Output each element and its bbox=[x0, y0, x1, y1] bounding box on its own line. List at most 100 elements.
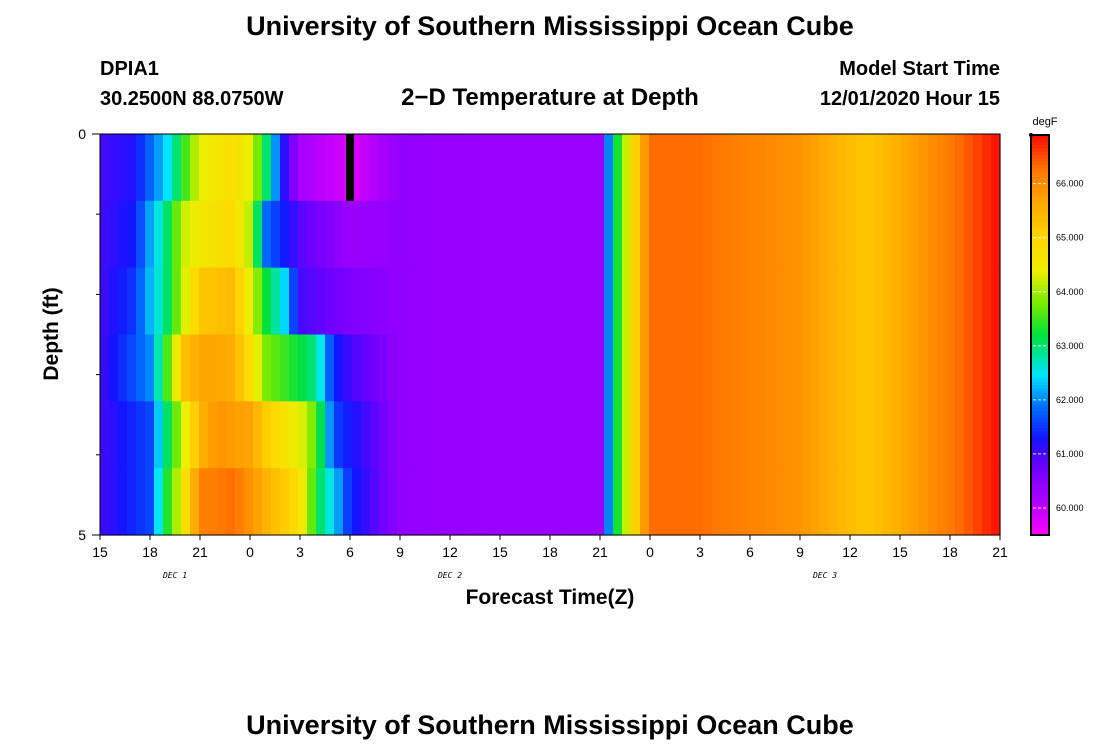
heatmap-cell bbox=[388, 134, 398, 202]
heatmap-cell bbox=[739, 468, 749, 536]
colorbar-swatch bbox=[1031, 151, 1049, 156]
heatmap-cell bbox=[370, 200, 380, 269]
heatmap-cell bbox=[208, 200, 218, 269]
heatmap-cell bbox=[379, 468, 389, 536]
heatmap-cell bbox=[109, 134, 119, 202]
heatmap-cell bbox=[181, 200, 191, 269]
colorbar-swatch bbox=[1031, 141, 1049, 146]
heatmap-cell bbox=[838, 468, 848, 536]
heatmap-cell bbox=[838, 134, 848, 202]
heatmap-cell bbox=[514, 200, 524, 269]
colorbar-swatch bbox=[1031, 531, 1049, 536]
heatmap-cell bbox=[622, 134, 632, 202]
heatmap-cell bbox=[406, 334, 416, 402]
heatmap-cell bbox=[820, 334, 830, 402]
heatmap-cell bbox=[145, 134, 155, 202]
heatmap-cell bbox=[460, 468, 470, 536]
heatmap-cell bbox=[748, 401, 758, 469]
colorbar-swatch bbox=[1031, 521, 1049, 526]
heatmap-cell bbox=[955, 200, 965, 269]
heatmap-cell bbox=[514, 134, 524, 202]
heatmap-cell bbox=[973, 134, 983, 202]
colorbar-swatch bbox=[1031, 358, 1049, 363]
colorbar-swatch bbox=[1031, 378, 1049, 383]
heatmap-cell bbox=[973, 267, 983, 336]
colorbar-swatch bbox=[1031, 328, 1049, 333]
heatmap-cell bbox=[280, 468, 290, 536]
heatmap-cell bbox=[442, 468, 452, 536]
colorbar-swatch bbox=[1031, 455, 1049, 459]
heatmap-cell bbox=[892, 267, 902, 336]
heatmap-cell bbox=[406, 401, 416, 469]
heatmap-cell bbox=[964, 134, 974, 202]
heatmap-cell bbox=[802, 334, 812, 402]
heatmap-cell bbox=[280, 401, 290, 469]
x-tick-label: 9 bbox=[396, 544, 404, 560]
colorbar-swatch bbox=[1031, 288, 1049, 293]
heatmap-cell bbox=[388, 267, 398, 336]
heatmap-cell bbox=[658, 401, 668, 469]
heatmap-cell bbox=[541, 401, 551, 469]
heatmap-cell bbox=[928, 200, 938, 269]
heatmap-cell bbox=[316, 200, 326, 269]
heatmap-cell bbox=[361, 334, 371, 402]
heatmap-cell bbox=[478, 401, 488, 469]
heatmap-cell bbox=[127, 267, 137, 336]
heatmap-cell bbox=[388, 401, 398, 469]
heatmap-cell bbox=[640, 468, 650, 536]
heatmap-cell bbox=[361, 200, 371, 269]
heatmap-cell bbox=[676, 200, 686, 269]
x-tick-label: 9 bbox=[796, 544, 804, 560]
heatmap-cell bbox=[361, 267, 371, 336]
heatmap-cell bbox=[784, 401, 794, 469]
colorbar-swatch bbox=[1031, 175, 1049, 179]
heatmap-cell bbox=[631, 267, 641, 336]
heatmap-cell bbox=[775, 267, 785, 336]
colorbar-swatch bbox=[1031, 255, 1049, 259]
heatmap-cell bbox=[910, 334, 920, 402]
heatmap-cell bbox=[595, 200, 605, 269]
page-title: University of Southern Mississippi Ocean… bbox=[246, 11, 854, 41]
x-axis-label: Forecast Time(Z) bbox=[466, 586, 635, 609]
heatmap-cell bbox=[343, 401, 353, 469]
heatmap-cell bbox=[874, 468, 884, 536]
colorbar-swatch bbox=[1031, 298, 1049, 303]
heatmap-cell bbox=[568, 468, 578, 536]
heatmap-cell bbox=[667, 468, 677, 536]
heatmap-cell bbox=[127, 401, 137, 469]
heatmap-cell bbox=[271, 468, 281, 536]
heatmap-cell bbox=[838, 267, 848, 336]
colorbar-swatch bbox=[1031, 485, 1049, 489]
heatmap-cell bbox=[100, 200, 110, 269]
model-start-marker-group bbox=[346, 134, 354, 201]
heatmap-cell bbox=[469, 334, 479, 402]
heatmap-cell bbox=[748, 468, 758, 536]
heatmap-cell bbox=[352, 401, 362, 469]
heatmap-cell bbox=[487, 200, 497, 269]
heatmap-cell bbox=[352, 334, 362, 402]
heatmap-cell bbox=[775, 334, 785, 402]
footer-title: University of Southern Mississippi Ocean… bbox=[246, 710, 854, 740]
heatmap-cell bbox=[433, 134, 443, 202]
heatmap-cell bbox=[982, 200, 992, 269]
heatmap-cell bbox=[244, 134, 254, 202]
heatmap-cell bbox=[694, 334, 704, 402]
heatmap-cell bbox=[271, 134, 281, 202]
heatmap-cell bbox=[838, 200, 848, 269]
heatmap-cell bbox=[928, 401, 938, 469]
heatmap-cell bbox=[298, 267, 308, 336]
x-tick-label: 0 bbox=[246, 544, 254, 560]
y-tick-label: 0 bbox=[78, 126, 86, 142]
heatmap-cell bbox=[577, 200, 587, 269]
heatmap-cell bbox=[262, 401, 272, 469]
x-tick-label: 12 bbox=[842, 544, 858, 560]
heatmap-cell bbox=[730, 468, 740, 536]
heatmap-cell bbox=[595, 468, 605, 536]
colorbar-swatch bbox=[1031, 381, 1049, 386]
heatmap-cell bbox=[802, 134, 812, 202]
colorbar-frame bbox=[1030, 134, 1050, 536]
heatmap-cell bbox=[244, 401, 254, 469]
heatmap-cell bbox=[721, 200, 731, 269]
heatmap-cell bbox=[622, 200, 632, 269]
heatmap-cell bbox=[154, 401, 164, 469]
